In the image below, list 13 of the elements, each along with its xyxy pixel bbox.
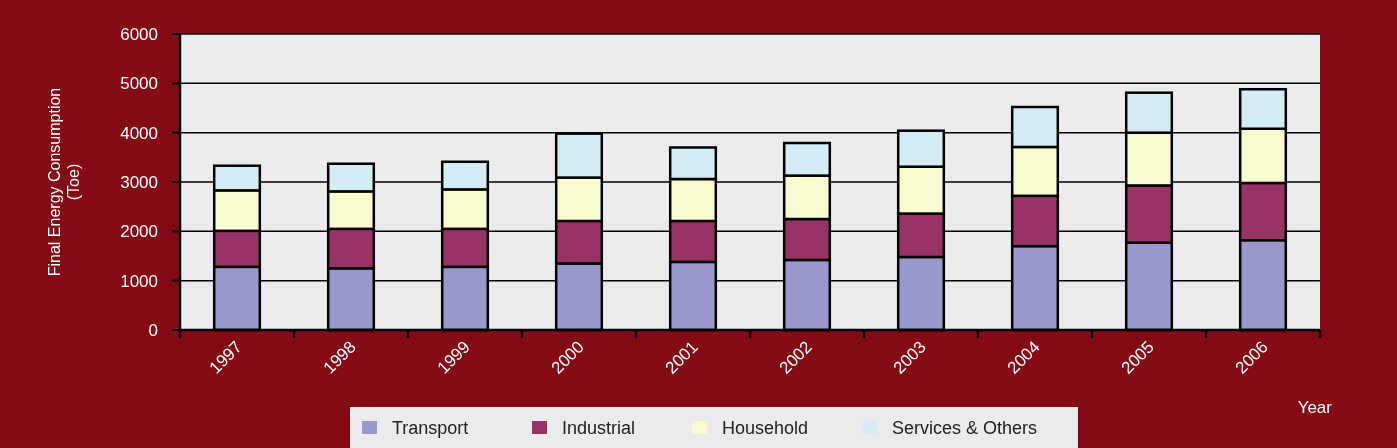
y-tick-label: 4000 xyxy=(120,123,158,143)
x-axis-title: Year xyxy=(1297,398,1333,417)
legend-label: Household xyxy=(722,418,809,439)
y-tick-label: 1000 xyxy=(120,271,158,291)
legend-label: Industrial xyxy=(562,418,636,439)
y-tick-label: 2000 xyxy=(120,222,158,242)
y-axis-title: Final Energy Consumption (Toe) xyxy=(46,87,82,277)
y-tick-label: 0 xyxy=(148,320,158,340)
legend-label: Services & Others xyxy=(892,418,1038,439)
legend-label: Transport xyxy=(392,418,469,439)
y-tick-label: 3000 xyxy=(120,172,158,192)
y-tick-label: 6000 xyxy=(120,24,158,44)
y-tick-label: 5000 xyxy=(120,74,158,94)
